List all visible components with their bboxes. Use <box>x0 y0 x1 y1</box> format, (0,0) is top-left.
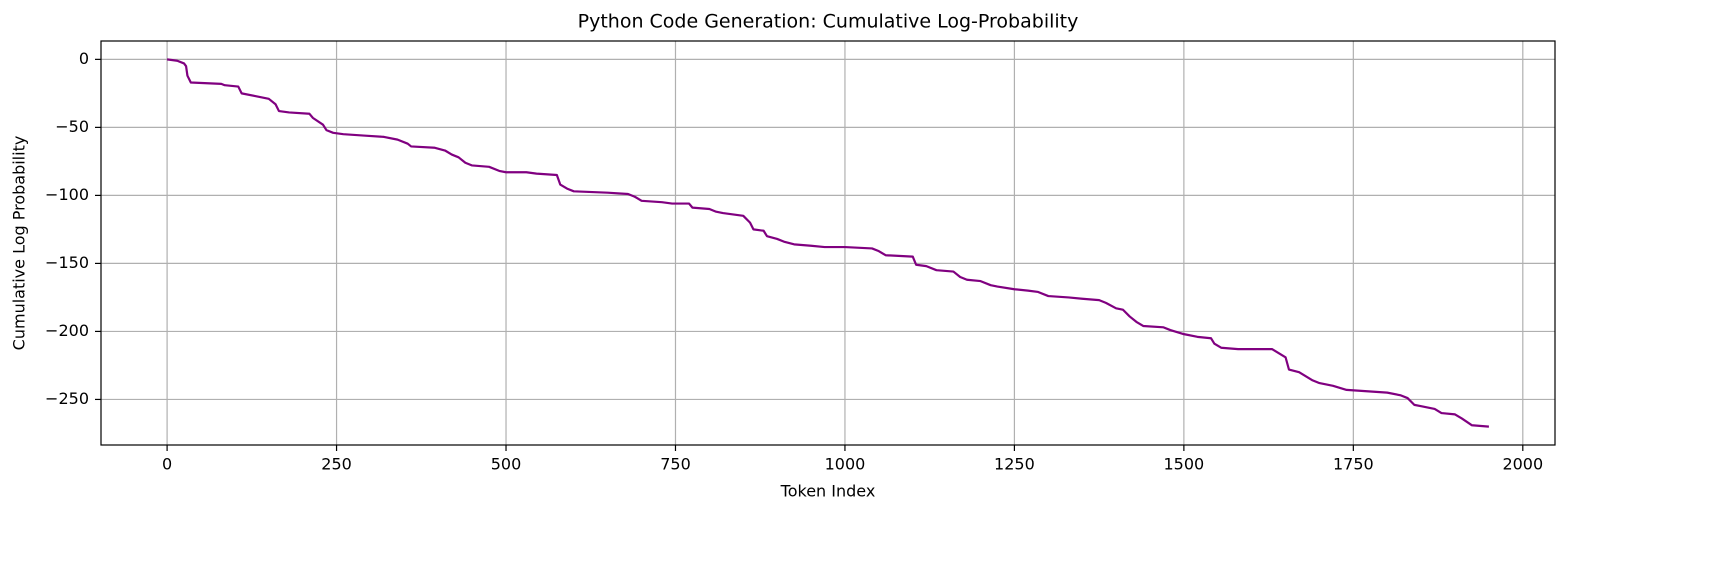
plot-frame <box>100 40 1556 446</box>
y-tick-label: −150 <box>45 253 89 272</box>
y-axis-label: Cumulative Log Probability <box>10 136 29 351</box>
x-axis-label: Token Index <box>780 482 876 501</box>
y-tick-label: −50 <box>55 117 89 136</box>
y-tick-label: −250 <box>45 389 89 408</box>
chart-title: Python Code Generation: Cumulative Log-P… <box>578 11 1079 33</box>
x-tick-label: 500 <box>491 455 522 474</box>
y-tick-label: −200 <box>45 321 89 340</box>
x-tick-label: 0 <box>162 455 172 474</box>
y-tick-label: −100 <box>45 185 89 204</box>
x-tick-label: 2000 <box>1502 455 1543 474</box>
x-tick-label: 750 <box>660 455 691 474</box>
x-tick-label: 1750 <box>1333 455 1374 474</box>
line-series <box>166 58 1489 428</box>
y-tick-label: 0 <box>79 49 89 68</box>
x-tick-label: 1000 <box>825 455 866 474</box>
x-tick-label: 250 <box>321 455 352 474</box>
x-tick-label: 1250 <box>994 455 1035 474</box>
x-tick-label: 1500 <box>1164 455 1205 474</box>
